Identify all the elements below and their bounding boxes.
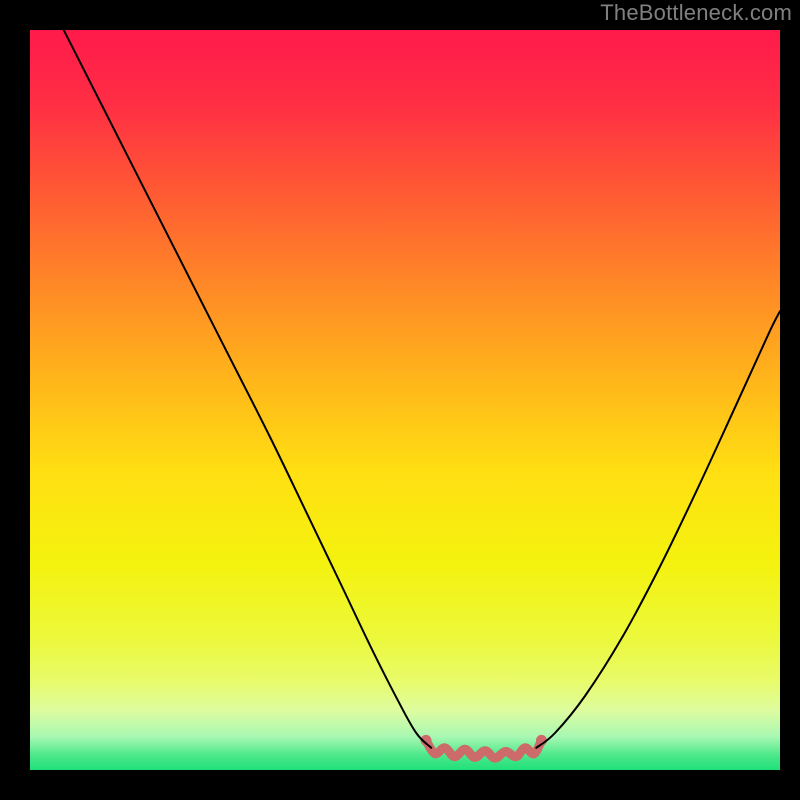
plot-area bbox=[30, 30, 780, 770]
watermark-text: TheBottleneck.com bbox=[600, 0, 792, 26]
chart-frame: TheBottleneck.com bbox=[0, 0, 800, 800]
chart-svg bbox=[30, 30, 780, 770]
gradient-background bbox=[30, 30, 780, 770]
